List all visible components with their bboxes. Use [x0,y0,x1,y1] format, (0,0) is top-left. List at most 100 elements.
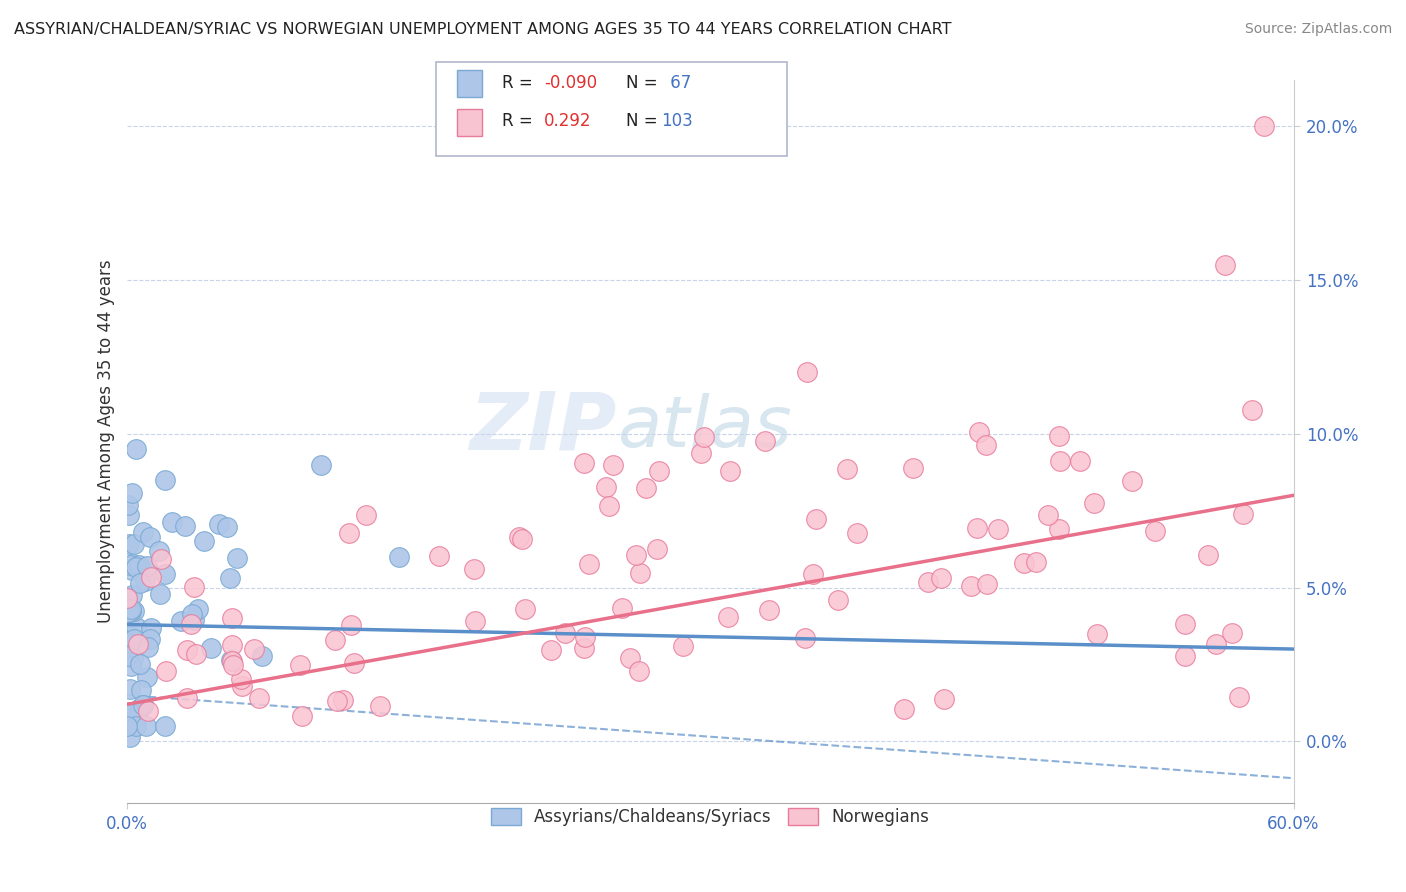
Point [1205,637,1227,651]
Point [1144,524,1167,539]
Point [231,679,253,693]
Point [291,708,314,723]
Point [128,701,150,715]
Point [183,614,205,628]
Point [131,524,153,539]
Point [1227,690,1250,704]
Point [718,464,741,478]
Text: N =: N = [626,74,662,92]
Point [120,731,142,745]
Point [115,719,138,733]
Point [368,699,391,714]
Point [540,642,562,657]
Point [339,617,361,632]
Point [1083,496,1105,510]
Point [132,698,155,712]
Point [427,549,450,563]
Point [578,558,600,572]
Point [125,442,148,457]
Text: R =: R = [502,74,538,92]
Point [176,643,198,657]
Point [932,692,955,706]
Text: Source: ZipAtlas.com: Source: ZipAtlas.com [1244,22,1392,37]
Point [221,638,243,652]
Point [149,586,172,600]
Point [129,657,152,671]
Point [120,602,142,616]
Text: ASSYRIAN/CHALDEAN/SYRIAC VS NORWEGIAN UNEMPLOYMENT AMONG AGES 35 TO 44 YEARS COR: ASSYRIAN/CHALDEAN/SYRIAC VS NORWEGIAN UN… [14,22,952,37]
Point [134,574,156,588]
Point [917,575,939,590]
Point [122,537,145,551]
Point [1232,508,1254,522]
Point [155,719,177,733]
Point [122,603,145,617]
Point [155,664,177,678]
Point [1049,454,1071,468]
Point [187,602,209,616]
Text: 0.292: 0.292 [544,112,592,130]
Point [139,632,162,646]
Point [250,648,273,663]
Point [136,671,159,685]
Point [598,499,620,513]
Point [120,658,142,673]
Point [1025,555,1047,569]
Point [1069,454,1091,468]
Point [125,719,148,733]
Point [1047,429,1070,443]
Point [1253,120,1275,134]
Point [610,600,633,615]
Point [243,641,266,656]
Text: ZIP: ZIP [470,388,617,467]
Point [960,579,983,593]
Point [796,365,818,379]
Point [931,571,953,585]
Point [717,610,740,624]
Point [846,526,869,541]
Point [153,567,176,582]
Text: 67: 67 [665,74,692,92]
Point [602,458,624,472]
Point [200,641,222,656]
Point [1174,648,1197,663]
Point [804,512,827,526]
Point [1047,522,1070,536]
Point [692,430,714,444]
Point [1220,625,1243,640]
Point [170,615,193,629]
Point [288,657,311,672]
Point [309,458,332,472]
Point [595,480,617,494]
Point [325,694,347,708]
Point [129,683,152,698]
Point [120,629,142,643]
Point [122,651,145,665]
Point [1085,626,1108,640]
Point [115,591,138,606]
Point [388,549,411,564]
Point [827,593,849,607]
Point [221,654,243,668]
Point [219,653,242,667]
Point [221,611,243,625]
Point [337,525,360,540]
Point [508,530,530,544]
Y-axis label: Unemployment Among Ages 35 to 44 years: Unemployment Among Ages 35 to 44 years [97,260,115,624]
Point [572,640,595,655]
Text: 103: 103 [661,112,693,130]
Point [987,522,1010,536]
Point [132,698,155,713]
Point [122,632,145,646]
Point [1197,548,1219,562]
Point [648,464,671,478]
Point [754,434,776,448]
Point [121,563,143,577]
Point [128,576,150,591]
Point [127,637,149,651]
Text: R =: R = [502,112,543,130]
Point [148,543,170,558]
Point [139,530,162,544]
Point [513,602,536,616]
Point [1174,616,1197,631]
